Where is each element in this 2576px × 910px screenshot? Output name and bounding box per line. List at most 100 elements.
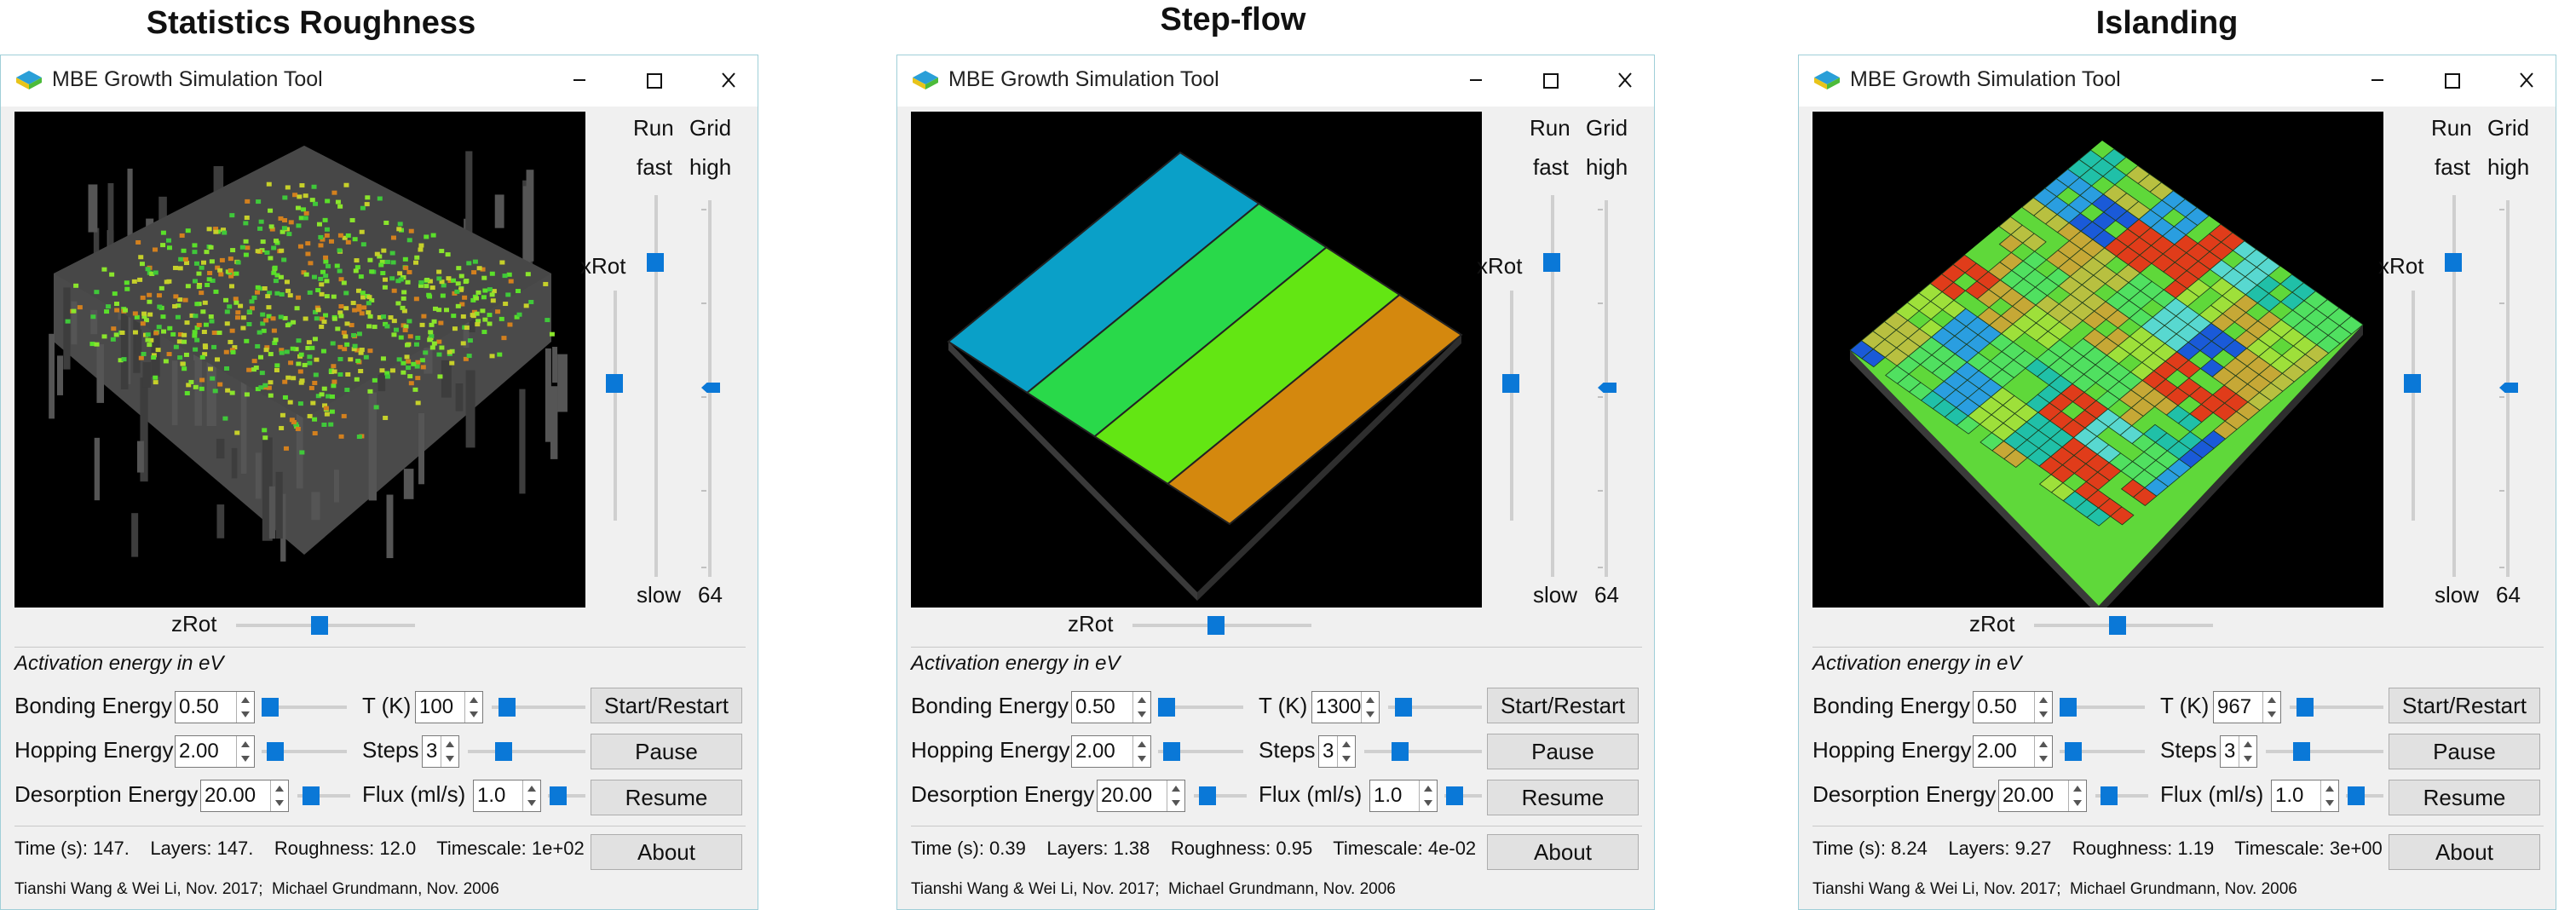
- spin-up-icon[interactable]: [241, 697, 250, 703]
- spin-arrows[interactable]: [236, 692, 254, 723]
- spin-down-icon[interactable]: [470, 711, 478, 717]
- spin-up-icon[interactable]: [1366, 697, 1374, 703]
- spin-up-icon[interactable]: [275, 786, 284, 792]
- steps-slider-thumb[interactable]: [1392, 742, 1409, 761]
- spin-up-icon[interactable]: [1342, 741, 1351, 747]
- temperature-slider-thumb[interactable]: [2297, 698, 2314, 717]
- spin-up-icon[interactable]: [470, 697, 478, 703]
- desorption-energy-slider[interactable]: [2095, 794, 2148, 798]
- flux-slider-thumb[interactable]: [1446, 786, 1463, 805]
- grid-slider-thumb[interactable]: [2499, 383, 2518, 393]
- pause-button[interactable]: Pause: [1487, 734, 1639, 769]
- start-restart-button[interactable]: Start/Restart: [2389, 688, 2540, 723]
- xrot-slider[interactable]: [614, 291, 617, 521]
- spin-arrows[interactable]: [1419, 780, 1437, 811]
- spin-arrows[interactable]: [2034, 692, 2052, 723]
- hopping-energy-slider[interactable]: [1158, 750, 1243, 753]
- about-button[interactable]: About: [591, 834, 742, 870]
- flux-slider-thumb[interactable]: [2348, 786, 2365, 805]
- steps-spinbox[interactable]: 3: [1318, 735, 1356, 768]
- zrot-slider-thumb[interactable]: [311, 616, 328, 635]
- spin-up-icon[interactable]: [527, 786, 536, 792]
- steps-spinbox[interactable]: 3: [422, 735, 459, 768]
- spin-down-icon[interactable]: [1172, 800, 1180, 806]
- run-speed-slider-thumb[interactable]: [647, 253, 664, 272]
- run-speed-slider-thumb[interactable]: [2445, 253, 2462, 272]
- spin-up-icon[interactable]: [2039, 741, 2048, 747]
- zrot-slider-thumb[interactable]: [2109, 616, 2126, 635]
- spin-arrows[interactable]: [2068, 780, 2086, 811]
- spin-arrows[interactable]: [1167, 780, 1184, 811]
- temperature-slider-thumb[interactable]: [1395, 698, 1412, 717]
- spin-up-icon[interactable]: [1424, 786, 1432, 792]
- flux-spinbox[interactable]: 1.0: [473, 780, 541, 812]
- temperature-spinbox[interactable]: 100: [415, 691, 483, 723]
- run-speed-slider[interactable]: [654, 195, 658, 577]
- pause-button[interactable]: Pause: [2389, 734, 2540, 769]
- desorption-energy-slider[interactable]: [297, 794, 350, 798]
- start-restart-button[interactable]: Start/Restart: [1487, 688, 1639, 723]
- bonding-energy-slider[interactable]: [262, 706, 347, 709]
- temperature-spinbox[interactable]: 1300: [1311, 691, 1380, 723]
- hopping-energy-spinbox[interactable]: 2.00: [1973, 735, 2053, 768]
- simulation-viewport[interactable]: [1812, 112, 2383, 608]
- run-speed-slider[interactable]: [1551, 195, 1554, 577]
- title-bar[interactable]: MBE Growth Simulation Tool: [1799, 55, 2556, 107]
- spin-arrows[interactable]: [1361, 692, 1379, 723]
- xrot-slider-thumb[interactable]: [606, 374, 623, 393]
- spin-down-icon[interactable]: [2268, 711, 2276, 717]
- hopping-energy-slider-thumb[interactable]: [2065, 742, 2082, 761]
- simulation-viewport[interactable]: [911, 112, 1482, 608]
- spin-up-icon[interactable]: [1172, 786, 1180, 792]
- spin-arrows[interactable]: [1132, 736, 1150, 767]
- bonding-energy-spinbox[interactable]: 0.50: [1973, 691, 2053, 723]
- hopping-energy-slider[interactable]: [262, 750, 347, 753]
- grid-slider-thumb[interactable]: [1598, 383, 1616, 393]
- minimize-button[interactable]: [1449, 60, 1501, 100]
- spin-up-icon[interactable]: [1138, 697, 1146, 703]
- steps-slider[interactable]: [2266, 750, 2383, 753]
- spin-up-icon[interactable]: [1138, 741, 1146, 747]
- resume-button[interactable]: Resume: [591, 780, 742, 815]
- bonding-energy-slider[interactable]: [1158, 706, 1243, 709]
- resume-button[interactable]: Resume: [2389, 780, 2540, 815]
- close-button[interactable]: [703, 60, 754, 100]
- spin-arrows[interactable]: [270, 780, 288, 811]
- spin-up-icon[interactable]: [2073, 786, 2082, 792]
- spin-arrows[interactable]: [1132, 692, 1150, 723]
- flux-slider[interactable]: [548, 794, 585, 798]
- spin-arrows[interactable]: [2262, 692, 2280, 723]
- xrot-slider-thumb[interactable]: [2404, 374, 2421, 393]
- steps-slider[interactable]: [468, 750, 585, 753]
- spin-up-icon[interactable]: [2325, 786, 2334, 792]
- about-button[interactable]: About: [1487, 834, 1639, 870]
- run-speed-slider-thumb[interactable]: [1543, 253, 1560, 272]
- bonding-energy-slider-thumb[interactable]: [1158, 698, 1175, 717]
- desorption-energy-slider-thumb[interactable]: [2101, 786, 2118, 805]
- spin-up-icon[interactable]: [241, 741, 250, 747]
- maximize-button[interactable]: [2426, 60, 2477, 100]
- steps-slider-thumb[interactable]: [2293, 742, 2310, 761]
- spin-down-icon[interactable]: [446, 756, 454, 762]
- spin-down-icon[interactable]: [1138, 711, 1146, 717]
- desorption-energy-spinbox[interactable]: 20.00: [200, 780, 289, 812]
- hopping-energy-spinbox[interactable]: 2.00: [1071, 735, 1151, 768]
- close-button[interactable]: [2501, 60, 2552, 100]
- temperature-slider[interactable]: [1388, 706, 1482, 709]
- spin-arrows[interactable]: [1337, 736, 1355, 767]
- temperature-slider[interactable]: [2290, 706, 2383, 709]
- desorption-energy-spinbox[interactable]: 20.00: [1097, 780, 1185, 812]
- maximize-button[interactable]: [1524, 60, 1576, 100]
- hopping-energy-slider[interactable]: [2060, 750, 2145, 753]
- flux-slider-thumb[interactable]: [550, 786, 567, 805]
- spin-up-icon[interactable]: [2268, 697, 2276, 703]
- resume-button[interactable]: Resume: [1487, 780, 1639, 815]
- desorption-energy-slider-thumb[interactable]: [1199, 786, 1216, 805]
- xrot-slider[interactable]: [1510, 291, 1513, 521]
- spin-down-icon[interactable]: [1342, 756, 1351, 762]
- flux-spinbox[interactable]: 1.0: [2271, 780, 2339, 812]
- xrot-slider-thumb[interactable]: [1502, 374, 1519, 393]
- bonding-energy-slider[interactable]: [2060, 706, 2145, 709]
- spin-arrows[interactable]: [2239, 736, 2256, 767]
- temperature-slider-thumb[interactable]: [498, 698, 516, 717]
